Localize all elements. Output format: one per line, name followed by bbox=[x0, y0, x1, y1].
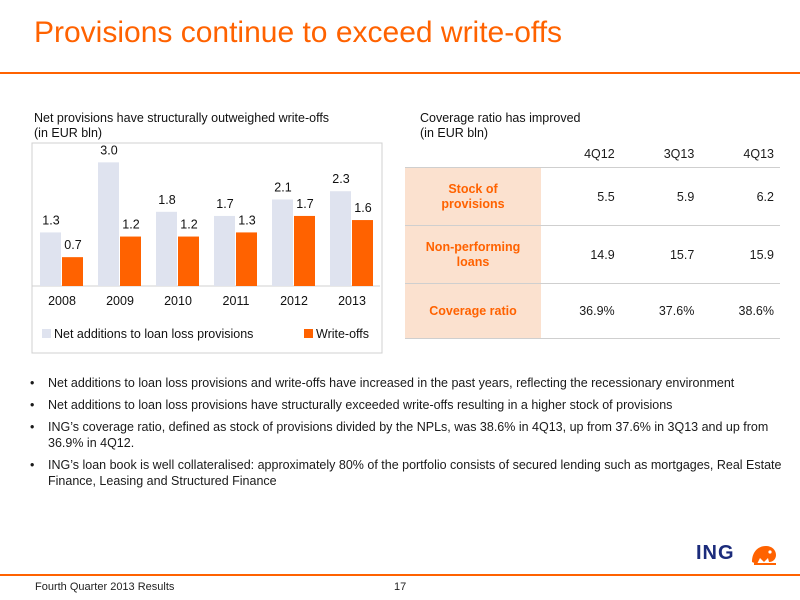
x-tick-label: 2012 bbox=[280, 294, 308, 308]
bullet-item: ING’s coverage ratio, defined as stock o… bbox=[30, 419, 790, 451]
data-label: 0.7 bbox=[64, 238, 81, 252]
table-corner bbox=[405, 141, 541, 168]
table-cell: 37.6% bbox=[620, 283, 701, 339]
column-header: 4Q12 bbox=[584, 147, 615, 161]
bullet-item: Net additions to loan loss provisions ha… bbox=[30, 397, 790, 413]
table-row: Non-performing loans 14.9 15.7 15.9 bbox=[405, 225, 780, 284]
bar-provisions-2011 bbox=[214, 215, 235, 286]
table-cell: 38.6% bbox=[700, 283, 780, 339]
lion-icon bbox=[752, 546, 776, 565]
table-header-row: 4Q12 3Q13 4Q13 bbox=[405, 141, 780, 168]
bar-provisions-2010 bbox=[156, 211, 177, 286]
data-label: 1.6 bbox=[354, 201, 371, 215]
coverage-table: 4Q12 3Q13 4Q13 Stock of provisions 5.5 5.… bbox=[405, 141, 780, 339]
data-label: 3.0 bbox=[100, 143, 117, 157]
bullet-item: ING’s loan book is well collateralised: … bbox=[30, 457, 790, 489]
data-label: 1.7 bbox=[216, 197, 233, 211]
data-label: 1.3 bbox=[238, 213, 255, 227]
chart-frame bbox=[31, 142, 383, 354]
data-label: 1.3 bbox=[42, 213, 59, 227]
bullet-item: Net additions to loan loss provisions an… bbox=[30, 375, 790, 391]
row-label-line: loans bbox=[456, 254, 490, 269]
data-label: 1.2 bbox=[180, 218, 197, 232]
bar-write-offs-2012 bbox=[294, 215, 315, 286]
page-number: 17 bbox=[394, 581, 407, 593]
table-cell: 14.9 bbox=[541, 225, 621, 284]
row-label: Stock of provisions bbox=[405, 167, 541, 226]
table-cell: 36.9% bbox=[541, 283, 621, 339]
x-tick-label: 2009 bbox=[106, 294, 134, 308]
row-label: Non-performing loans bbox=[405, 225, 541, 284]
bar-write-offs-2008 bbox=[62, 257, 83, 286]
x-tick-label: 2013 bbox=[338, 294, 366, 308]
data-label: 2.3 bbox=[332, 172, 349, 186]
row-label-line: provisions bbox=[441, 196, 505, 211]
footer-text: Fourth Quarter 2013 Results bbox=[35, 581, 175, 593]
bar-provisions-2009 bbox=[98, 162, 119, 286]
table-row: Stock of provisions 5.5 5.9 6.2 bbox=[405, 167, 780, 226]
table-subtitle-line: Coverage ratio has improved bbox=[420, 111, 581, 125]
bar-provisions-2013 bbox=[330, 191, 351, 286]
chart-subtitle: Net provisions have structurally outweig… bbox=[34, 111, 329, 141]
footer-divider bbox=[0, 574, 800, 576]
legend-label: Net additions to loan loss provisions bbox=[54, 327, 253, 341]
table-cell: 6.2 bbox=[700, 167, 780, 226]
bar-provisions-2008 bbox=[40, 232, 61, 286]
chart-subtitle-line: Net provisions have structurally outweig… bbox=[34, 111, 330, 125]
bar-write-offs-2013 bbox=[352, 220, 373, 286]
x-tick-label: 2010 bbox=[164, 294, 192, 308]
data-label: 1.2 bbox=[122, 218, 139, 232]
ing-logo-text: ING bbox=[696, 542, 735, 564]
title-divider bbox=[0, 72, 800, 74]
column-header: 3Q13 bbox=[663, 147, 695, 161]
table-cell: 15.7 bbox=[620, 225, 701, 284]
table-cell: 15.9 bbox=[700, 225, 780, 284]
data-label: 2.1 bbox=[274, 180, 291, 194]
bar-write-offs-2011 bbox=[236, 232, 257, 286]
data-label: 1.8 bbox=[158, 193, 175, 207]
table-subtitle-unit: (in EUR bln) bbox=[420, 126, 489, 140]
legend-swatch bbox=[304, 329, 313, 338]
row-label: Coverage ratio bbox=[405, 283, 541, 339]
data-label: 1.7 bbox=[296, 197, 313, 211]
row-label-line: Stock of bbox=[448, 181, 498, 196]
legend-swatch bbox=[42, 329, 51, 338]
chart-subtitle-unit: (in EUR bln) bbox=[34, 126, 103, 140]
x-tick-label: 2008 bbox=[48, 294, 76, 308]
row-label-line: Coverage ratio bbox=[429, 303, 517, 318]
column-header: 4Q13 bbox=[743, 147, 774, 161]
table-subtitle: Coverage ratio has improved (in EUR bln) bbox=[420, 111, 581, 141]
bar-write-offs-2010 bbox=[178, 236, 199, 286]
bullet-list: Net additions to loan loss provisions an… bbox=[30, 375, 790, 495]
table-cell: 5.9 bbox=[620, 167, 701, 226]
table-cell: 5.5 bbox=[541, 167, 621, 226]
bar-provisions-2012 bbox=[272, 199, 293, 286]
page-title: Provisions continue to exceed write-offs bbox=[34, 16, 563, 49]
bar-write-offs-2009 bbox=[120, 236, 141, 286]
row-label-line: Non-performing bbox=[425, 239, 521, 254]
table-row: Coverage ratio 36.9% 37.6% 38.6% bbox=[405, 283, 780, 339]
x-tick-label: 2011 bbox=[223, 294, 250, 308]
legend-label: Write-offs bbox=[316, 327, 369, 341]
